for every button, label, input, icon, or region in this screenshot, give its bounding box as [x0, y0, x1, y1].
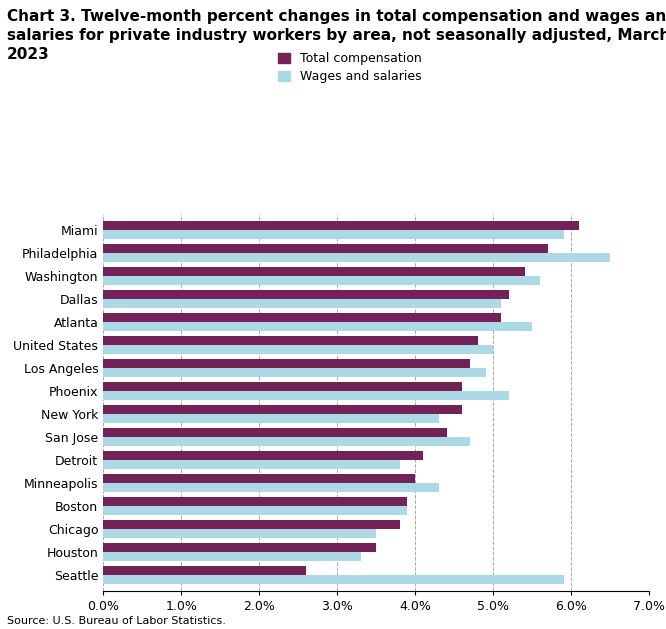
Legend: Total compensation, Wages and salaries: Total compensation, Wages and salaries: [272, 47, 427, 88]
Bar: [103, 244, 548, 253]
Bar: [103, 253, 610, 262]
Text: Source: U.S. Bureau of Labor Statistics.: Source: U.S. Bureau of Labor Statistics.: [7, 616, 226, 626]
Bar: [103, 290, 509, 299]
Bar: [103, 322, 532, 331]
Bar: [103, 405, 462, 414]
Bar: [103, 299, 501, 308]
Bar: [103, 345, 494, 353]
Bar: [103, 543, 376, 552]
Bar: [103, 552, 361, 561]
Bar: [103, 452, 423, 460]
Bar: [103, 391, 509, 400]
Bar: [103, 276, 540, 285]
Bar: [103, 529, 376, 538]
Bar: [103, 520, 400, 529]
Bar: [103, 414, 439, 423]
Bar: [103, 267, 525, 276]
Bar: [103, 437, 470, 446]
Bar: [103, 506, 408, 515]
Bar: [103, 368, 486, 377]
Bar: [103, 483, 439, 492]
Bar: [103, 337, 478, 345]
Bar: [103, 575, 563, 584]
Bar: [103, 382, 462, 391]
Bar: [103, 498, 408, 506]
Bar: [103, 428, 446, 437]
Bar: [103, 230, 563, 239]
Bar: [103, 460, 400, 469]
Bar: [103, 474, 416, 483]
Bar: [103, 313, 501, 322]
Bar: [103, 221, 579, 230]
Text: 2023: 2023: [7, 47, 49, 62]
Text: salaries for private industry workers by area, not seasonally adjusted, March: salaries for private industry workers by…: [7, 28, 666, 43]
Text: Chart 3. Twelve-month percent changes in total compensation and wages and: Chart 3. Twelve-month percent changes in…: [7, 9, 666, 25]
Bar: [103, 566, 306, 575]
Bar: [103, 359, 470, 368]
